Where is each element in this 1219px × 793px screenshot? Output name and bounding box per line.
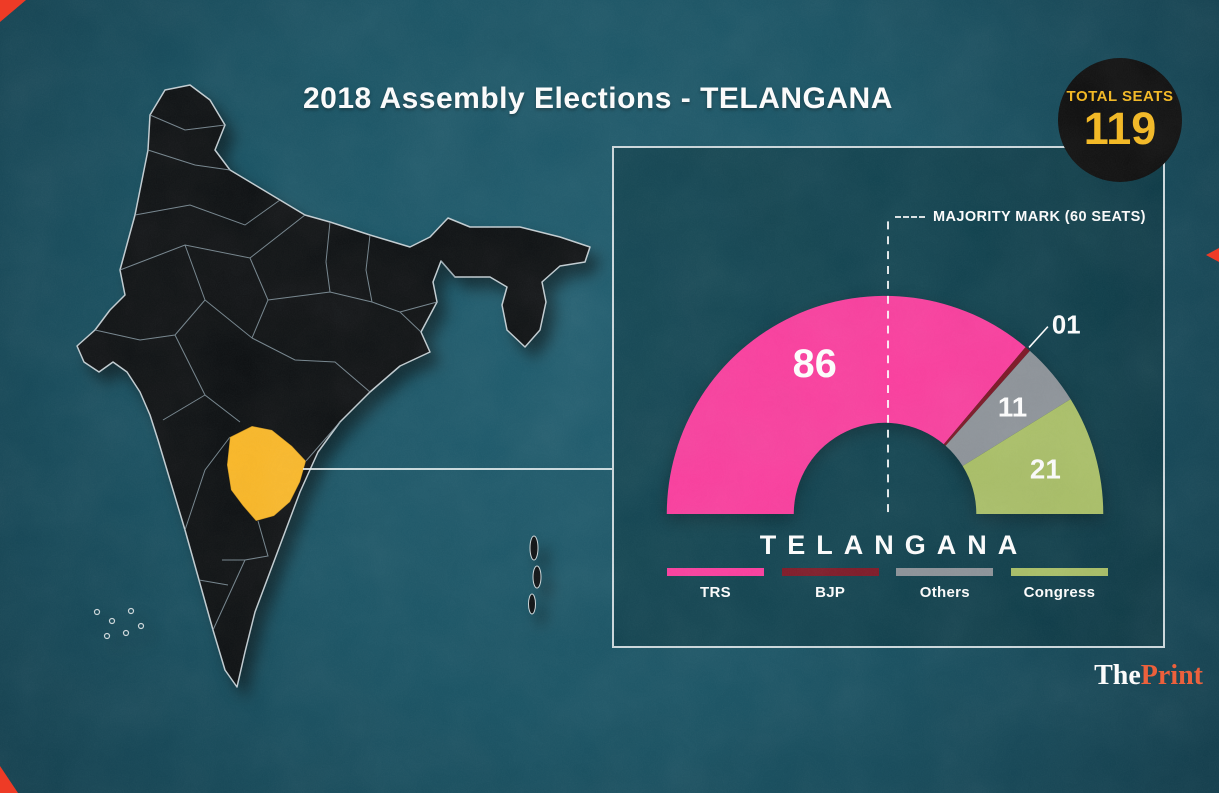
brand-part-the: The (1094, 660, 1141, 691)
andaman-islands (528, 535, 542, 615)
page-title: 2018 Assembly Elections - TELANGANA (303, 82, 893, 115)
majority-mark-label: MAJORITY MARK (60 SEATS) (933, 209, 1146, 225)
seat-label-bjp: 01 (1052, 312, 1081, 340)
legend-label: Congress (1023, 584, 1096, 601)
crop-mark-bottom-left (0, 766, 18, 793)
seat-label-others: 11 (998, 392, 1027, 423)
crop-mark-right (1206, 248, 1219, 262)
legend-swatch-others (896, 568, 994, 576)
legend: TRS BJP Others Congress (667, 568, 1108, 601)
legend-item-others: Others (896, 568, 994, 601)
region-label: TELANGANA (759, 530, 1029, 560)
majority-mark-callout: MAJORITY MARK (60 SEATS) (895, 209, 1146, 225)
india-map (76, 84, 591, 688)
total-seats-badge: TOTAL SEATS 119 (1058, 58, 1182, 182)
legend-label: BJP (815, 584, 846, 601)
legend-swatch-bjp (781, 568, 879, 576)
total-seats-value: 119 (1083, 102, 1157, 154)
brand-part-print: Print (1140, 660, 1203, 691)
legend-swatch-trs (667, 568, 764, 576)
india-outline (76, 84, 591, 688)
theprint-logo: ThePrint (1094, 660, 1203, 692)
legend-item-bjp: BJP (781, 568, 879, 601)
crop-mark-top-left (0, 0, 26, 22)
legend-item-congress: Congress (1010, 568, 1108, 601)
legend-label: Others (919, 584, 970, 601)
majority-dash-icon (895, 216, 925, 218)
lakshadweep-islands (93, 607, 145, 640)
seat-label-congress: 21 (1030, 453, 1061, 484)
callout-line-bjp (1028, 326, 1049, 348)
legend-item-trs: TRS (667, 568, 764, 601)
legend-label: TRS (700, 584, 731, 601)
map-to-chart-connector-line (303, 468, 612, 470)
chart-panel: 86 01 11 21 MAJORITY MARK (60 SEATS) TELANG… (612, 146, 1165, 648)
seat-label-trs: 86 (793, 342, 837, 386)
legend-swatch-congress (1010, 568, 1108, 576)
